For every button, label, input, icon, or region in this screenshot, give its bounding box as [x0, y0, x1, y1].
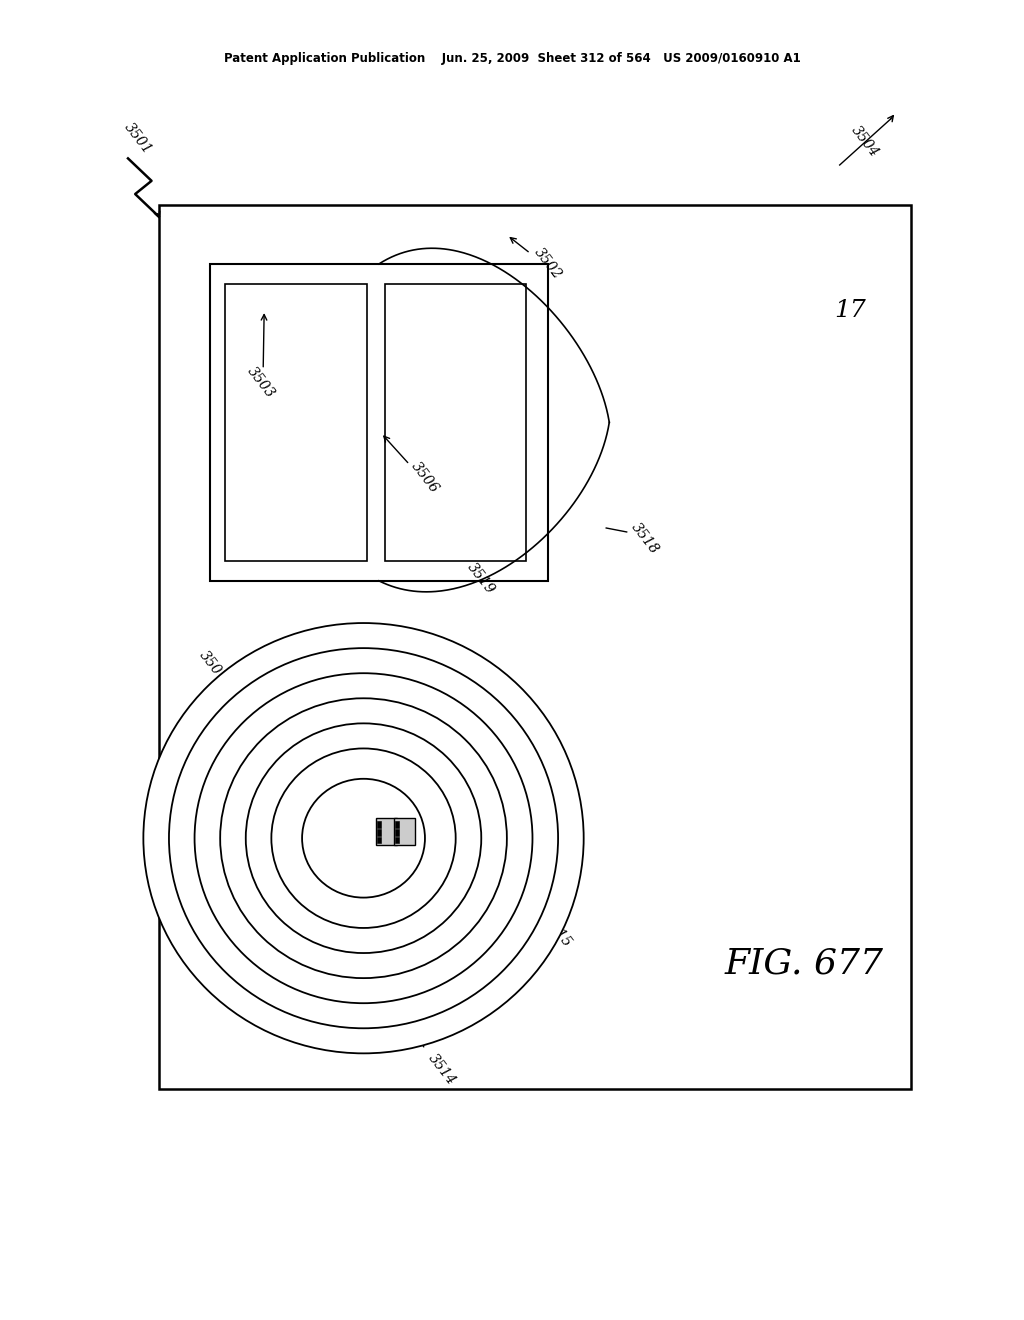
Ellipse shape [220, 698, 507, 978]
Bar [210, 264, 548, 581]
Bar [377, 837, 381, 843]
Text: 3506: 3506 [409, 459, 441, 496]
Text: 3518: 3518 [629, 520, 662, 557]
Bar [385, 284, 526, 561]
Bar [395, 829, 399, 836]
Text: IV: IV [187, 812, 202, 825]
Ellipse shape [169, 648, 558, 1028]
Bar [395, 837, 399, 843]
Text: Patent Application Publication    Jun. 25, 2009  Sheet 312 of 564   US 2009/0160: Patent Application Publication Jun. 25, … [223, 51, 801, 65]
Text: 3501: 3501 [122, 120, 155, 157]
Text: FIG. 677: FIG. 677 [724, 946, 884, 981]
Text: 3503: 3503 [245, 364, 278, 401]
Ellipse shape [143, 623, 584, 1053]
Bar [159, 205, 911, 1089]
Ellipse shape [271, 748, 456, 928]
Bar [225, 284, 367, 561]
Text: 3504: 3504 [849, 123, 882, 160]
Text: IV: IV [228, 847, 243, 861]
Text: 3519: 3519 [465, 560, 498, 597]
Bar [377, 829, 381, 836]
Ellipse shape [195, 673, 532, 1003]
Ellipse shape [246, 723, 481, 953]
Text: 3502: 3502 [531, 246, 564, 282]
FancyBboxPatch shape [376, 818, 396, 845]
Text: 17: 17 [834, 298, 866, 322]
Ellipse shape [302, 779, 425, 898]
Bar [377, 821, 381, 828]
Bar [395, 821, 399, 828]
FancyBboxPatch shape [394, 818, 415, 845]
Text: 3515: 3515 [542, 913, 574, 950]
Text: 3507: 3507 [197, 648, 229, 685]
Text: 3514: 3514 [426, 1051, 459, 1088]
Text: 3513: 3513 [354, 698, 387, 735]
